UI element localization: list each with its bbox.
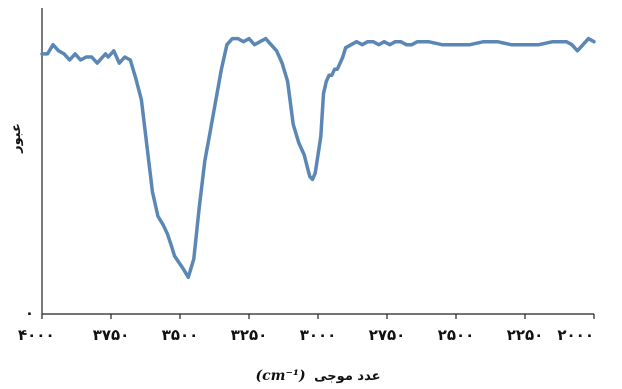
y-tick-label: ۰ [25,304,34,322]
x-tick-label: ۳۰۰۰ [300,326,337,344]
x-tick-label: ۲۲۵۰ [507,326,544,344]
x-ticks [41,314,595,319]
x-tick-label: ۳۲۵۰ [231,326,268,344]
x-tick-label: ۲۵۰۰ [438,326,475,344]
x-axis-label: عدد موجی [314,369,380,384]
x-axis-label-group: (cm⁻¹) عدد موجی [256,368,381,384]
x-axis-unit: (cm⁻¹) [256,368,306,384]
x-tick-label: ۳۷۵۰ [93,326,130,344]
x-tick-labels: ۴۰۰۰ ۳۷۵۰ ۳۵۰۰ ۳۲۵۰ ۳۰۰۰ ۲۷۵۰ ۲۵۰۰ ۲۲۵۰ ۲۰۰۰ [18,326,594,344]
y-axis-label: عبور [9,123,24,154]
y-tick-labels: ۰ [25,304,34,322]
x-tick-label: ۲۷۵۰ [369,326,406,344]
transmittance-series-line [40,36,596,280]
x-tick-label: ۳۵۰۰ [162,326,199,344]
x-tick-label: ۲۰۰۰ [557,326,594,344]
x-tick-label: ۴۰۰۰ [18,326,55,344]
